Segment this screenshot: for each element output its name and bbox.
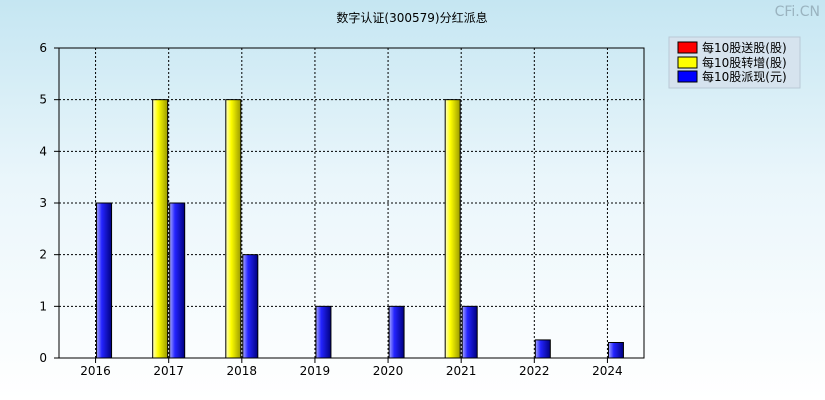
y-tick-label: 2 <box>39 248 47 262</box>
chart-title: 数字认证(300579)分红派息 <box>336 10 487 25</box>
bar-paixian <box>169 202 186 359</box>
grid-lines <box>59 48 644 358</box>
legend-label: 每10股送股(股) <box>702 40 787 55</box>
bar-zhuanzeng <box>444 99 461 359</box>
legend-swatch-red <box>677 41 698 54</box>
bar-paixian <box>534 339 551 359</box>
x-tick-label: 2017 <box>153 364 184 378</box>
bar-paixian <box>242 254 259 359</box>
y-tick-label: 3 <box>39 196 47 210</box>
bar-paixian <box>461 305 478 359</box>
x-axis-ticks: 2016 2017 2018 2019 2020 2021 2022 2024 <box>80 358 623 378</box>
bar-zhuanzeng <box>225 99 242 359</box>
bar-paixian <box>96 202 113 359</box>
legend-swatch-blue <box>677 70 698 83</box>
x-tick-label: 2016 <box>80 364 111 378</box>
x-tick-label: 2021 <box>446 364 477 378</box>
y-tick-label: 4 <box>39 144 47 158</box>
y-axis-ticks: 0 1 2 3 4 5 6 <box>39 41 59 365</box>
bars <box>96 99 624 359</box>
bar-paixian <box>388 305 405 359</box>
x-tick-label: 2019 <box>300 364 331 378</box>
legend-swatch-yellow <box>677 56 698 69</box>
legend-entry-zhuanzeng: 每10股转增(股) <box>677 55 787 70</box>
legend-label: 每10股派现(元) <box>702 69 787 84</box>
x-tick-label: 2024 <box>592 364 623 378</box>
y-tick-label: 1 <box>39 299 47 313</box>
legend: 每10股送股(股) 每10股转增(股) 每10股派现(元) <box>668 36 801 89</box>
bar-zhuanzeng <box>152 99 169 359</box>
x-tick-label: 2020 <box>373 364 404 378</box>
bar-paixian <box>607 342 624 359</box>
watermark: CFi.CN <box>775 4 820 20</box>
y-tick-label: 0 <box>39 351 47 365</box>
legend-label: 每10股转增(股) <box>702 55 787 70</box>
x-tick-label: 2018 <box>227 364 258 378</box>
legend-entry-songgu: 每10股送股(股) <box>677 40 787 55</box>
y-tick-label: 6 <box>39 41 47 55</box>
bar-paixian <box>315 305 332 359</box>
y-tick-label: 5 <box>39 93 47 107</box>
legend-entry-paixian: 每10股派现(元) <box>677 69 787 84</box>
x-tick-label: 2022 <box>519 364 550 378</box>
